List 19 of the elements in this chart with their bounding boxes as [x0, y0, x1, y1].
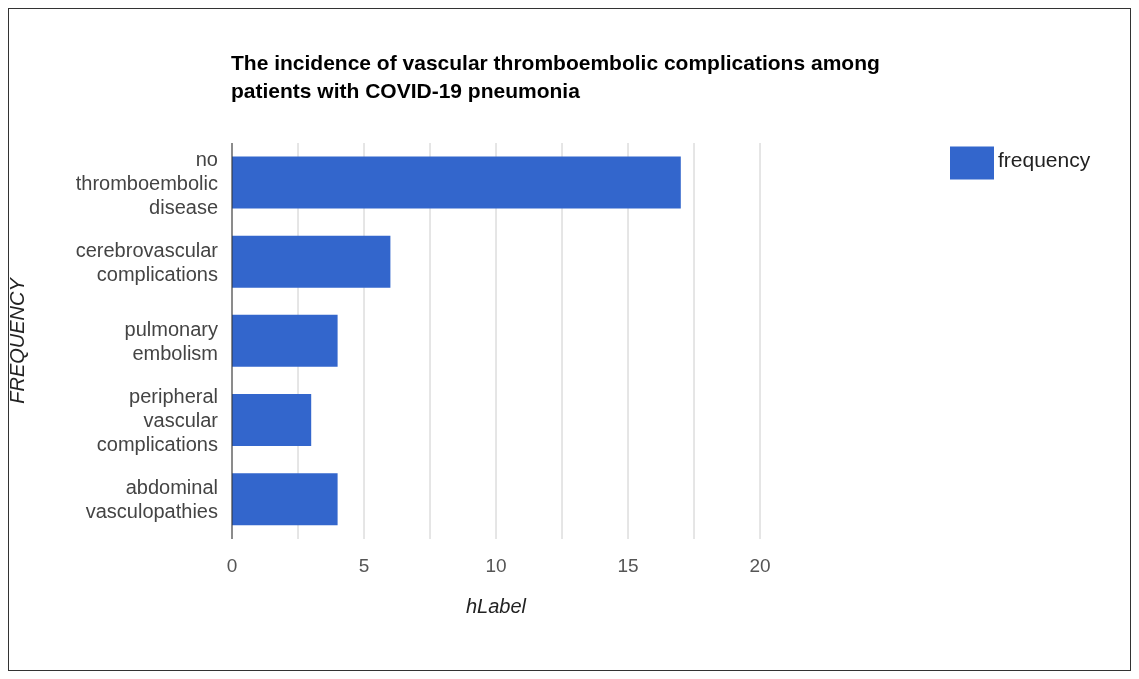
x-tick-label: 0: [226, 555, 238, 577]
x-axis-title: hLabel: [465, 595, 527, 617]
legend-label: frequency: [998, 148, 1091, 172]
bar: [232, 235, 391, 288]
x-tick-label: 15: [617, 555, 639, 577]
y-tick-label: abdominal vasculopathies: [85, 476, 218, 523]
bar: [232, 156, 681, 209]
x-tick-label: 5: [358, 555, 370, 577]
y-tick-label: peripheral vascular complications: [96, 385, 219, 456]
y-tick-label: cerebrovascular complications: [75, 238, 219, 285]
x-tick-label: 10: [485, 555, 507, 577]
y-axis-title: FREQUENCY: [6, 276, 29, 404]
bar: [232, 394, 312, 447]
y-tick-label: pulmonary embolism: [124, 318, 218, 364]
y-tick-label: no thromboembolic disease: [75, 147, 218, 218]
x-tick-label: 20: [749, 555, 771, 577]
chart-title: The incidence of vascular thromboembolic complications among patients with COVID-19 pneumonia: [231, 50, 881, 104]
bar: [232, 314, 338, 367]
bar: [232, 473, 338, 526]
